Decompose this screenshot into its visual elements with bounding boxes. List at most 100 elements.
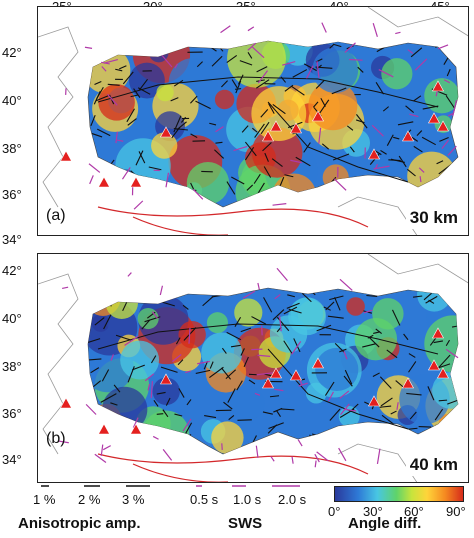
anisotropy-bar [439, 136, 449, 142]
sws-bar [297, 439, 303, 447]
fault-east-anatolian [267, 101, 409, 183]
sws-bar [62, 286, 69, 290]
anisotropy-bar [156, 391, 166, 395]
anomaly-patch [201, 332, 243, 374]
anomaly-patch [227, 41, 286, 88]
anomaly-patch [120, 340, 160, 380]
sws-bar [94, 453, 107, 464]
station-triangle [367, 148, 381, 160]
anisotropy-bar [262, 142, 272, 152]
anisotropy-bar [104, 290, 112, 307]
sws-bar [407, 49, 414, 54]
sws-bar [133, 200, 144, 210]
anisotropy-bar [393, 136, 400, 140]
anomaly-patch [211, 421, 244, 454]
anisotropy-bar [380, 149, 387, 155]
anisotropy-bar [177, 359, 184, 366]
anomaly-patch [424, 78, 458, 114]
anisotropy-bar [445, 339, 451, 347]
anisotropy-bar [261, 189, 274, 204]
sws-bar [159, 285, 164, 296]
sws-bar [445, 348, 459, 359]
anisotropy-bar [351, 403, 359, 411]
anomaly-patch [346, 297, 365, 316]
anisotropy-bar [447, 398, 458, 405]
sws-bar [107, 94, 118, 106]
anisotropy-bar [236, 380, 243, 391]
sws-bar [291, 341, 302, 355]
anisotropy-bar [190, 133, 198, 139]
anisotropy-bar [234, 316, 242, 327]
anisotropy-bar [291, 85, 305, 96]
anisotropy-bar [292, 69, 308, 78]
anisotropy-bar [407, 168, 416, 177]
anisotropy-bar [425, 295, 438, 304]
anisotropy-bar [422, 105, 439, 110]
sws-bar [343, 351, 348, 360]
coastline-west [38, 273, 79, 455]
anisotropy-bar [375, 328, 382, 334]
anisotropy-bar [410, 47, 423, 58]
anisotropy-bar [372, 372, 380, 378]
anisotropy-bar [178, 388, 185, 398]
anisotropy-bar [94, 317, 105, 326]
anisotropy-bar [180, 116, 187, 123]
anisotropy-bar [406, 392, 422, 396]
anisotropy-bar [160, 366, 178, 373]
anisotropy-bar [403, 333, 409, 341]
anisotropy-bar [248, 379, 256, 385]
anisotropy-bar [110, 402, 118, 406]
sws-bar [132, 417, 139, 428]
anisotropy-bar [446, 193, 453, 202]
anisotropy-bar [247, 52, 253, 59]
sws-bar [89, 175, 94, 185]
anisotropy-bar [240, 348, 245, 356]
anisotropy-bar [138, 79, 148, 92]
anisotropy-bar [215, 141, 223, 144]
anisotropy-bar [90, 367, 100, 374]
anisotropy-bar [435, 424, 444, 437]
anomaly-patch [142, 410, 190, 454]
anisotropy-bar [107, 83, 120, 86]
anisotropy-bar [438, 399, 448, 402]
anisotropy-bar [260, 121, 270, 135]
anisotropy-bar [244, 146, 255, 161]
anisotropy-bar [156, 413, 164, 415]
sws-bar [257, 70, 269, 84]
anisotropy-bar [231, 176, 245, 185]
anisotropy-bar [413, 145, 423, 153]
sws-bar [274, 294, 281, 300]
anisotropy-bar [301, 292, 312, 303]
anomaly-patch [156, 83, 174, 102]
anomaly-patch [206, 312, 228, 334]
anisotropy-bar [138, 151, 146, 164]
anisotropy-bar [239, 60, 253, 66]
sws-bar [371, 124, 384, 137]
anisotropy-bar [331, 87, 347, 95]
anisotropy-bar [221, 367, 231, 380]
anomaly-patch [432, 372, 458, 409]
lat-label-40-a: 40° [2, 93, 22, 108]
sws-bar [447, 113, 454, 117]
anisotropy-bar [235, 88, 242, 90]
sws-bar [110, 354, 114, 361]
sws-bar [147, 383, 151, 391]
anisotropy-bar [272, 104, 286, 115]
anisotropy-bar [244, 141, 257, 157]
anisotropy-bar [421, 136, 436, 146]
angle-tick-30: 30° [363, 504, 383, 519]
anisotropy-bar [256, 182, 265, 196]
sws-bar [192, 188, 204, 200]
anisotropy-bar [312, 101, 319, 108]
sws-bar [215, 126, 224, 133]
angle-tick-60: 60° [404, 504, 424, 519]
anisotropy-bar [321, 143, 330, 150]
lat-label-42-b: 42° [2, 263, 22, 278]
anomaly-patch [230, 386, 265, 421]
sws-bar [274, 388, 284, 392]
anisotropy-bar [223, 401, 233, 410]
coastline-north [367, 254, 468, 284]
sws-bar [172, 354, 182, 363]
anisotropy-bar [94, 81, 102, 86]
anisotropy-bar [145, 429, 159, 442]
